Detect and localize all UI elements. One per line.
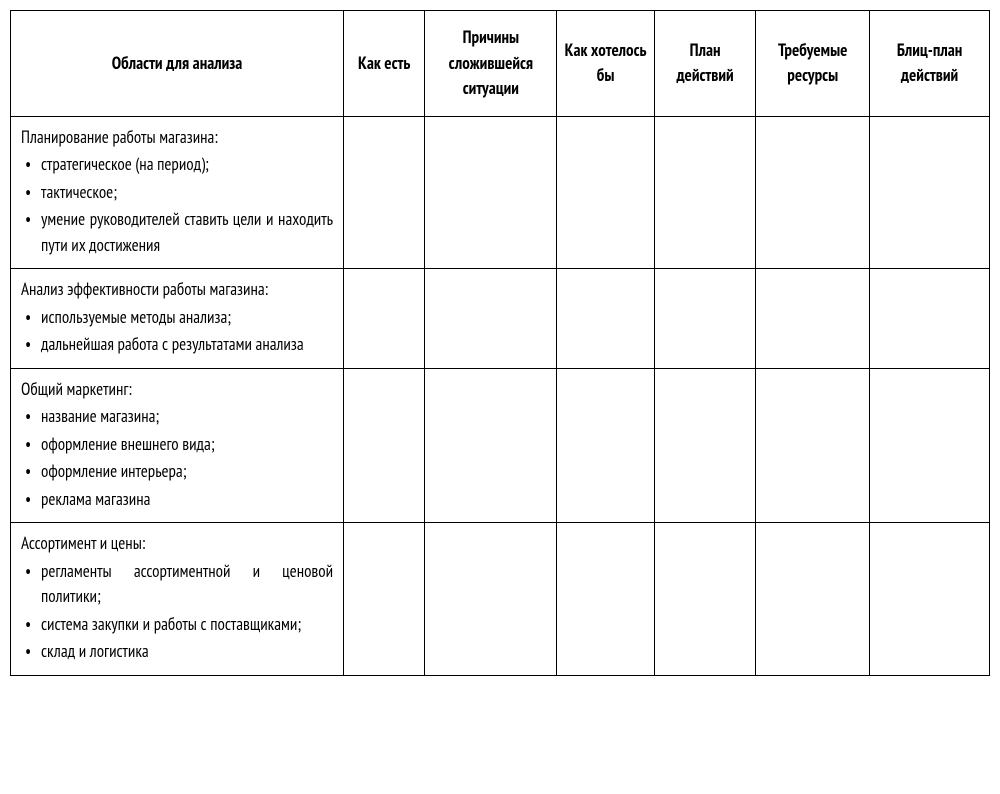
col-header-reasons: Причины сложившейся ситуации bbox=[425, 11, 557, 117]
table-row: Общий маркетинг: название магазина; офор… bbox=[11, 368, 990, 523]
cell-empty bbox=[344, 368, 425, 523]
list-item: оформление внешнего вида; bbox=[21, 432, 333, 458]
cell-empty bbox=[557, 116, 654, 269]
row-label-assortment: Ассортимент и цены: регламенты ассортиме… bbox=[11, 523, 344, 676]
cell-empty bbox=[557, 368, 654, 523]
cell-empty bbox=[425, 116, 557, 269]
cell-empty bbox=[425, 269, 557, 369]
col-header-areas: Области для анализа bbox=[11, 11, 344, 117]
cell-empty bbox=[557, 523, 654, 676]
table-row: Анализ эффективности работы магазина: ис… bbox=[11, 269, 990, 369]
col-header-resources: Требуемые ресурсы bbox=[756, 11, 870, 117]
list-item: оформление интерьера; bbox=[21, 459, 333, 485]
cell-empty bbox=[756, 116, 870, 269]
table-header: Области для анализа Как есть Причины сло… bbox=[11, 11, 990, 117]
list-item: умение руководителей ставить цели и нахо… bbox=[21, 207, 333, 258]
table-row: Ассортимент и цены: регламенты ассортиме… bbox=[11, 523, 990, 676]
list-item: стратегическое (на период); bbox=[21, 152, 333, 178]
list-item: регламенты ассортиментной и ценовой поли… bbox=[21, 559, 333, 610]
cell-empty bbox=[344, 116, 425, 269]
col-header-plan: План действий bbox=[654, 11, 756, 117]
bullet-list: регламенты ассортиментной и ценовой поли… bbox=[21, 559, 333, 665]
cell-empty bbox=[870, 269, 990, 369]
table-row: Планирование работы магазина: стратегиче… bbox=[11, 116, 990, 269]
cell-empty bbox=[756, 269, 870, 369]
cell-empty bbox=[756, 368, 870, 523]
analysis-table: Области для анализа Как есть Причины сло… bbox=[10, 10, 990, 676]
cell-empty bbox=[425, 523, 557, 676]
list-item: название магазина; bbox=[21, 404, 333, 430]
row-title: Планирование работы магазина: bbox=[21, 125, 333, 151]
row-title: Общий маркетинг: bbox=[21, 377, 333, 403]
cell-empty bbox=[756, 523, 870, 676]
list-item: дальнейшая работа с результатами анализа bbox=[21, 332, 333, 358]
cell-empty bbox=[870, 116, 990, 269]
cell-empty bbox=[557, 269, 654, 369]
cell-empty bbox=[344, 523, 425, 676]
row-title: Ассортимент и цены: bbox=[21, 531, 333, 557]
cell-empty bbox=[344, 269, 425, 369]
bullet-list: название магазина; оформление внешнего в… bbox=[21, 404, 333, 512]
col-header-blitz: Блиц-план действий bbox=[870, 11, 990, 117]
cell-empty bbox=[654, 523, 756, 676]
row-label-marketing: Общий маркетинг: название магазина; офор… bbox=[11, 368, 344, 523]
list-item: используемые методы анализа; bbox=[21, 305, 333, 331]
list-item: реклама магазина bbox=[21, 487, 333, 513]
bullet-list: стратегическое (на период); тактическое;… bbox=[21, 152, 333, 258]
header-row: Области для анализа Как есть Причины сло… bbox=[11, 11, 990, 117]
cell-empty bbox=[654, 368, 756, 523]
list-item: склад и логистика bbox=[21, 639, 333, 665]
cell-empty bbox=[425, 368, 557, 523]
row-title: Анализ эффективности работы магазина: bbox=[21, 277, 333, 303]
bullet-list: используемые методы анализа; дальнейшая … bbox=[21, 305, 333, 358]
col-header-desired: Как хотелось бы bbox=[557, 11, 654, 117]
row-label-analysis: Анализ эффективности работы магазина: ис… bbox=[11, 269, 344, 369]
cell-empty bbox=[870, 368, 990, 523]
row-label-planning: Планирование работы магазина: стратегиче… bbox=[11, 116, 344, 269]
list-item: система закупки и работы с поставщиками; bbox=[21, 612, 333, 638]
cell-empty bbox=[870, 523, 990, 676]
list-item: тактическое; bbox=[21, 180, 333, 206]
table-body: Планирование работы магазина: стратегиче… bbox=[11, 116, 990, 675]
cell-empty bbox=[654, 269, 756, 369]
col-header-asis: Как есть bbox=[344, 11, 425, 117]
cell-empty bbox=[654, 116, 756, 269]
